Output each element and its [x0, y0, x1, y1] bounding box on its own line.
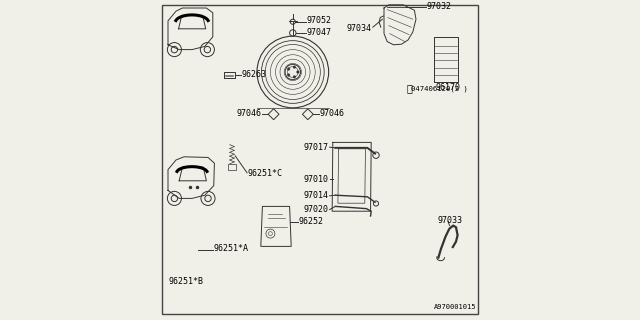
- Text: 97033: 97033: [437, 216, 462, 225]
- Text: 97046: 97046: [237, 109, 262, 118]
- Text: 96170: 96170: [436, 83, 461, 92]
- Circle shape: [293, 66, 296, 68]
- Circle shape: [297, 71, 299, 73]
- Text: 96251*A: 96251*A: [214, 244, 249, 253]
- Text: 97014: 97014: [303, 191, 329, 200]
- Text: 97020: 97020: [303, 205, 329, 214]
- Text: 047406120(2 ): 047406120(2 ): [412, 85, 468, 92]
- Text: Ⓢ: Ⓢ: [406, 83, 412, 93]
- Circle shape: [287, 74, 290, 76]
- Text: 97046: 97046: [320, 109, 345, 118]
- Text: 97052: 97052: [307, 16, 332, 25]
- Text: 97034: 97034: [347, 24, 372, 33]
- Text: 97010: 97010: [303, 175, 329, 184]
- Circle shape: [293, 76, 296, 78]
- Text: 97032: 97032: [427, 2, 452, 11]
- Text: 96252: 96252: [298, 217, 324, 226]
- Text: 97047: 97047: [307, 28, 332, 36]
- Text: 96263: 96263: [242, 70, 267, 79]
- Text: 96251*B: 96251*B: [169, 277, 204, 286]
- Text: 96251*C: 96251*C: [248, 169, 283, 178]
- Text: A970001015: A970001015: [434, 304, 476, 310]
- Text: 97017: 97017: [303, 143, 329, 152]
- Circle shape: [287, 68, 290, 70]
